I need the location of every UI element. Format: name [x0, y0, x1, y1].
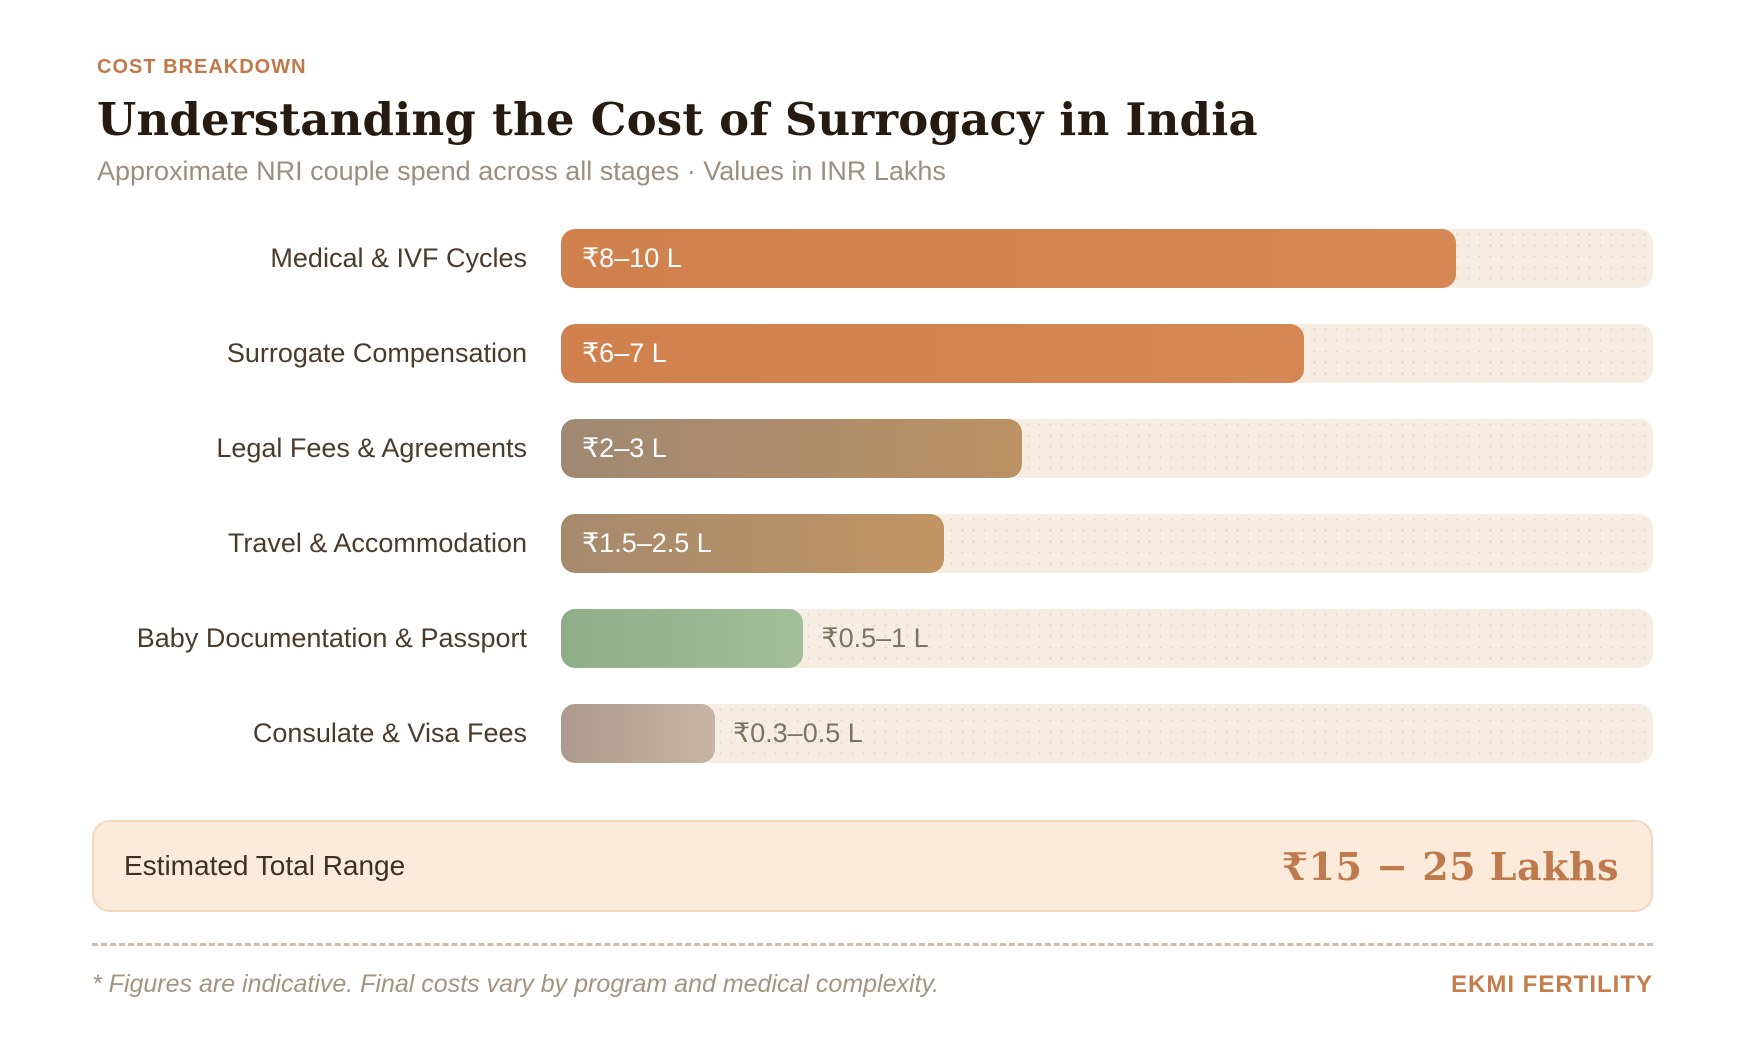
chart-row: Medical & IVF Cycles ₹8–10 L: [97, 229, 1653, 288]
category-label: Travel & Accommodation: [227, 527, 527, 558]
value-label: ₹0.3–0.5 L: [732, 718, 863, 748]
bar-track: ₹8–10 L: [561, 229, 1653, 288]
bar-track: ₹6–7 L: [561, 324, 1653, 383]
bar-track: ₹0.3–0.5 L: [561, 704, 1653, 763]
bar-track: ₹1.5–2.5 L: [561, 514, 1653, 573]
value-label: ₹8–10 L: [582, 243, 682, 273]
total-label: Estimated Total Range: [124, 850, 406, 881]
brand-logo: EKMI FERTILITY: [1451, 971, 1653, 998]
total-value: ₹15 − 25 Lakhs: [1281, 843, 1619, 889]
chart-row: Surrogate Compensation ₹6–7 L: [97, 324, 1653, 383]
bar-track: ₹0.5–1 L: [561, 609, 1653, 668]
category-label: Medical & IVF Cycles: [270, 242, 527, 273]
chart-row: Legal Fees & Agreements ₹2–3 L: [97, 419, 1653, 478]
header: COST BREAKDOWN Understanding the Cost of…: [0, 0, 1750, 187]
chart-row: Consulate & Visa Fees ₹0.3–0.5 L: [97, 704, 1653, 763]
value-label: ₹1.5–2.5 L: [582, 528, 712, 558]
cost-bar-chart: Medical & IVF Cycles ₹8–10 L Surrogate C…: [97, 229, 1653, 763]
page-title: Understanding the Cost of Surrogacy in I…: [97, 93, 1258, 146]
bar-fill: ₹1.5–2.5 L: [561, 514, 945, 573]
bar-fill: [561, 704, 715, 763]
category-label: Surrogate Compensation: [226, 337, 527, 368]
chart-row: Baby Documentation & Passport ₹0.5–1 L: [97, 609, 1653, 668]
eyebrow-label: COST BREAKDOWN: [97, 56, 307, 78]
bar-fill: ₹6–7 L: [561, 324, 1304, 383]
estimated-total-box: Estimated Total Range ₹15 − 25 Lakhs: [92, 820, 1653, 912]
bar-fill: ₹2–3 L: [561, 419, 1022, 478]
dashed-divider: [92, 943, 1653, 946]
value-label: ₹6–7 L: [582, 338, 667, 368]
category-label: Baby Documentation & Passport: [136, 622, 527, 653]
chart-row: Travel & Accommodation ₹1.5–2.5 L: [97, 514, 1653, 573]
value-label: ₹0.5–1 L: [821, 623, 929, 653]
bar-track: ₹2–3 L: [561, 419, 1653, 478]
page-subtitle: Approximate NRI couple spend across all …: [97, 156, 946, 186]
category-label: Consulate & Visa Fees: [252, 717, 527, 748]
bar-fill: [561, 609, 804, 668]
category-label: Legal Fees & Agreements: [216, 432, 527, 463]
footnote: * Figures are indicative. Final costs va…: [92, 970, 940, 998]
footer: * Figures are indicative. Final costs va…: [92, 970, 1653, 999]
value-label: ₹2–3 L: [582, 433, 667, 463]
bar-fill: ₹8–10 L: [561, 229, 1457, 288]
